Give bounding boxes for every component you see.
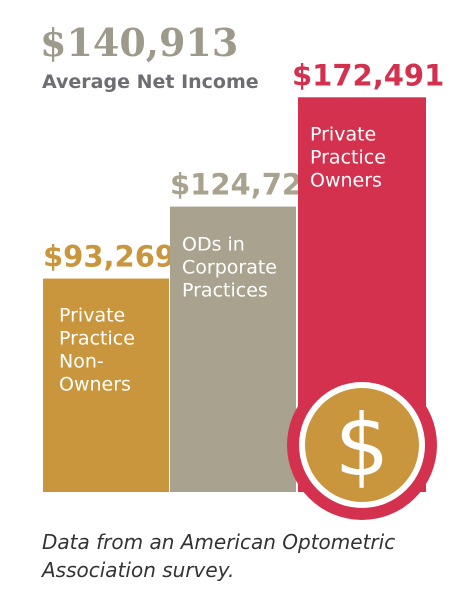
bar-category-label-1: Practice [59, 328, 135, 350]
bar-value-label-1: $93,269 [43, 240, 175, 274]
bar-category-label-3: Private [310, 123, 376, 145]
bar-1 [43, 278, 169, 492]
average-income-value: $140,913 [40, 20, 239, 65]
bar-value-label-3: $172,491 [292, 58, 444, 92]
bar-value-label-2: $124,727 [170, 168, 322, 202]
average-income-label: Average Net Income [42, 71, 259, 93]
bar-category-label-1: Non- [59, 351, 104, 373]
bar-category-label-2: Practices [182, 280, 268, 302]
bar-category-label-1: Private [59, 305, 125, 327]
bar-category-label-1: Owners [59, 374, 131, 396]
bar-2 [170, 206, 296, 492]
coin-face [305, 388, 419, 502]
bar-category-label-2: ODs in [182, 234, 245, 256]
bar-category-label-3: Practice [310, 146, 386, 168]
source-footnote: Data from an American Optometric Associa… [42, 530, 396, 582]
dollar-coin-icon: $ [287, 370, 437, 520]
dollar-sign-glyph: $ [335, 396, 390, 496]
bar-category-label-2: Corporate [182, 257, 277, 279]
bar-category-label-3: Owners [310, 169, 382, 191]
